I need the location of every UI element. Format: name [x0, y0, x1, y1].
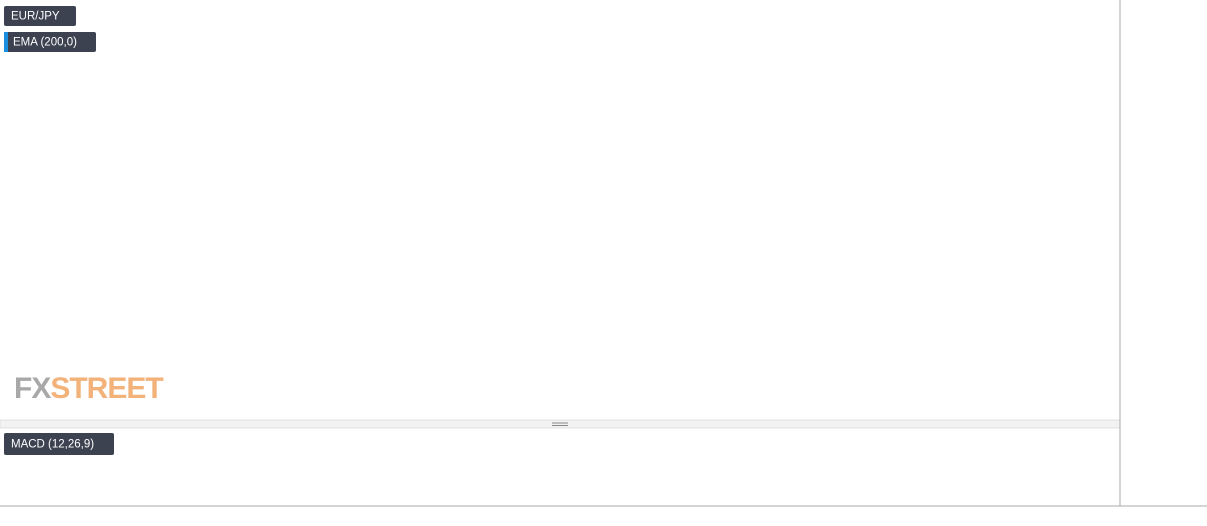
ema-legend-swatch — [4, 32, 8, 52]
macd-legend-label: MACD (12,26,9) — [11, 439, 94, 451]
panel-divider — [0, 419, 1121, 429]
ema-legend-label: EMA (200,0) — [13, 37, 77, 49]
symbol-box — [4, 6, 76, 26]
watermark: FXSTREET — [14, 372, 163, 405]
symbol-label: EUR/JPY — [11, 11, 60, 23]
watermark-part: FX — [14, 372, 51, 405]
ema-legend-box — [4, 32, 96, 52]
macd-legend-box — [4, 433, 114, 455]
watermark-part: STREET — [50, 372, 163, 405]
